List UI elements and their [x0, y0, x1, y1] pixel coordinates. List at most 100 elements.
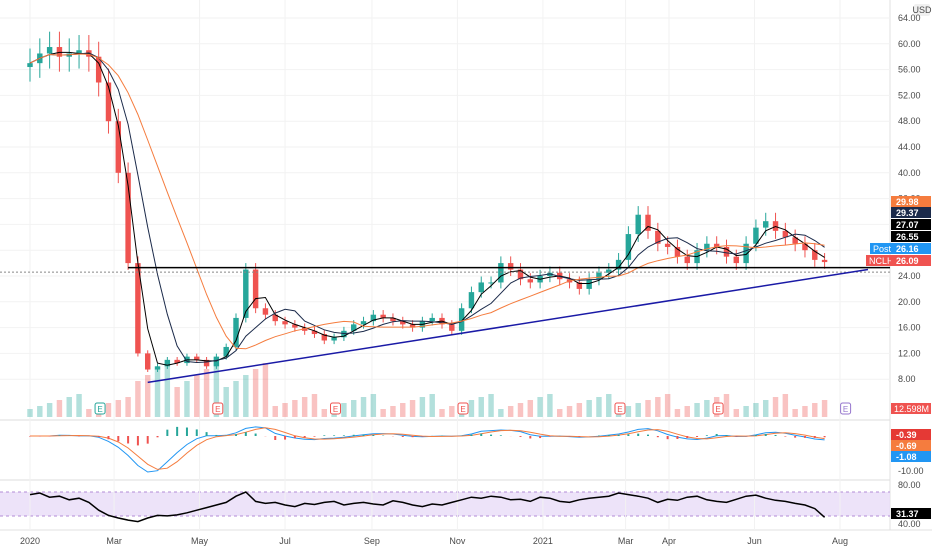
- candle-body: [46, 47, 53, 54]
- macd-histogram-bar: [754, 434, 757, 436]
- volume-bar: [664, 394, 671, 417]
- y-tick-label: 52.00: [898, 90, 921, 100]
- price-tag-bg: [891, 196, 931, 207]
- macd-histogram-bar: [607, 435, 610, 436]
- volume-bar: [321, 409, 328, 417]
- volume-bar: [272, 406, 278, 417]
- y-tick-label: 40.00: [898, 168, 921, 178]
- trendline: [147, 268, 869, 384]
- candle-body: [674, 246, 681, 257]
- volume-bar: [213, 363, 220, 417]
- candle-body: [792, 237, 798, 244]
- earnings-label: E: [617, 405, 622, 414]
- volume-bar: [311, 394, 318, 417]
- macd-histogram-bar: [578, 436, 581, 437]
- earnings-label: E: [215, 405, 220, 414]
- volume-bar: [439, 409, 445, 417]
- macd-histogram-bar: [38, 436, 41, 437]
- volume-bar: [115, 400, 122, 417]
- candle-body: [213, 356, 220, 367]
- volume-bar: [243, 375, 249, 417]
- volume-bar: [292, 400, 298, 417]
- macd-histogram-bar: [127, 436, 130, 444]
- macd-histogram-bar: [735, 436, 738, 437]
- candle-body: [27, 63, 33, 68]
- macd-histogram-bar: [421, 436, 424, 437]
- candle-body: [458, 308, 465, 331]
- volume-bar: [635, 403, 641, 417]
- volume-bar: [233, 381, 239, 417]
- candle-body: [478, 282, 484, 293]
- volume-bar: [164, 363, 171, 417]
- candle-body: [468, 292, 475, 309]
- volume-bar: [606, 394, 612, 417]
- candle-body: [802, 243, 808, 251]
- volume-bar: [743, 406, 749, 417]
- macd-histogram-bar: [146, 436, 149, 444]
- earnings-icon: [330, 402, 342, 415]
- macd-histogram-bar: [411, 436, 414, 438]
- volume-bar: [792, 409, 798, 417]
- macd-histogram-bar: [686, 436, 689, 439]
- post-tag-label: Post: [873, 244, 892, 254]
- macd-histogram-bar: [823, 436, 826, 438]
- x-tick-label: Jun: [747, 536, 762, 546]
- candle-body: [370, 314, 377, 322]
- macd-histogram-bar: [342, 435, 345, 436]
- price-tag-bg: [891, 219, 931, 230]
- candle-body: [615, 259, 622, 270]
- candle-body: [321, 334, 328, 341]
- macd-histogram-bar: [656, 436, 659, 438]
- macd-tag-label: -0.39: [896, 430, 917, 440]
- volume-bar: [684, 406, 690, 417]
- volume-bar: [390, 406, 396, 417]
- volume-bar: [772, 397, 779, 417]
- symbol-tag-label: NCLH: [869, 256, 894, 266]
- y-tick-label: 24.00: [898, 271, 921, 281]
- macd-histogram-bar: [480, 433, 483, 436]
- volume-bar: [86, 409, 92, 417]
- macd-histogram-bar: [813, 436, 816, 438]
- price-tag-label: 27.07: [896, 220, 919, 230]
- future-earnings-icon: [840, 402, 852, 415]
- volume-bar: [184, 381, 190, 417]
- macd-histogram-bar: [597, 435, 600, 436]
- last-price-label: 26.09: [896, 256, 919, 266]
- candle-body: [194, 356, 200, 360]
- volume-bar: [282, 403, 288, 417]
- macd-histogram-bar: [401, 436, 404, 437]
- volume-bar: [174, 387, 180, 417]
- macd-histogram-bar: [323, 435, 326, 436]
- macd-tick-label: -10.00: [898, 466, 924, 476]
- volume-bar: [351, 400, 357, 417]
- volume-bar: [409, 400, 416, 417]
- post-value-label: 26.16: [896, 244, 919, 254]
- rsi-tick-label: 80.00: [898, 480, 921, 490]
- last-price-bg: [891, 255, 931, 266]
- volume-bar: [753, 403, 759, 417]
- candle-body: [243, 269, 249, 318]
- volume-bar: [144, 375, 151, 417]
- macd-signal-line: [30, 427, 825, 470]
- macd-histogram-bar: [235, 434, 238, 436]
- candle-body: [713, 243, 720, 247]
- macd-histogram-bar: [166, 429, 169, 436]
- y-tick-label: 12.00: [898, 348, 921, 358]
- candle-body: [606, 269, 612, 273]
- price-tag-label: 26.55: [896, 232, 919, 242]
- earnings-icon: [712, 402, 724, 415]
- earnings-icon: [457, 402, 469, 415]
- volume-bar: [763, 400, 769, 417]
- macd-histogram-bar: [29, 436, 31, 437]
- x-tick-label: Mar: [618, 536, 634, 546]
- price-tag-bg: [891, 231, 931, 242]
- candle-body: [164, 359, 171, 367]
- earnings-icon: [212, 402, 224, 415]
- candle-body: [380, 314, 386, 318]
- rsi-tag-label: 31.37: [896, 509, 919, 519]
- macd-tag-bg: [891, 440, 931, 451]
- candle-body: [429, 317, 435, 322]
- y-tick-label: 64.00: [898, 13, 921, 23]
